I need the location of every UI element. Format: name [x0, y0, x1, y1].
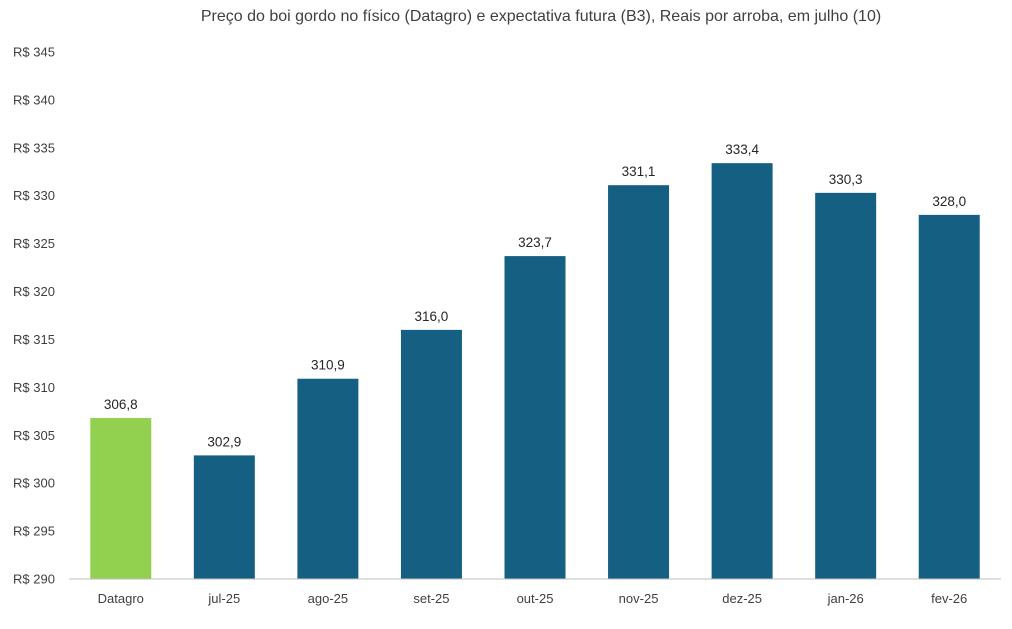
data-label: 323,7 [518, 235, 552, 250]
x-tick-label: set-25 [413, 591, 449, 606]
x-tick-label: dez-25 [722, 591, 762, 606]
y-tick-label: R$ 340 [13, 92, 55, 107]
data-label: 330,3 [829, 172, 863, 187]
bars [90, 163, 980, 580]
data-label: 316,0 [415, 309, 449, 324]
y-tick-label: R$ 325 [13, 236, 55, 251]
bar-dez-25 [711, 163, 773, 579]
y-tick-label: R$ 300 [13, 476, 55, 491]
y-axis: R$ 290 R$ 295 R$ 300 R$ 305 R$ 310 R$ 315 R$ 3… [13, 45, 55, 587]
data-label: 302,9 [207, 434, 241, 449]
bar-nov-25 [608, 185, 670, 580]
data-label: 306,8 [104, 397, 138, 412]
data-label: 310,9 [311, 358, 345, 373]
x-tick-label: ago-25 [308, 591, 348, 606]
y-tick-label: R$ 310 [13, 380, 55, 395]
bar-set-25 [400, 329, 462, 579]
bar-fev-26 [918, 214, 980, 579]
y-tick-label: R$ 330 [13, 188, 55, 203]
x-tick-label: Datagro [98, 591, 144, 606]
data-labels: 306,8 302,9 310,9 316,0 323,7 331,1 333,4 330,3… [104, 142, 966, 449]
bar-jan-26 [815, 192, 877, 579]
x-axis: Datagro jul-25 ago-25 set-25 out-25 nov-25 dez… [98, 591, 968, 606]
y-tick-label: R$ 335 [13, 140, 55, 155]
y-tick-label: R$ 295 [13, 524, 55, 539]
bar-jul-25 [193, 455, 255, 579]
x-tick-label: nov-25 [619, 591, 659, 606]
bar-datagro [90, 418, 152, 579]
bar-ago-25 [297, 378, 359, 579]
y-tick-label: R$ 290 [13, 572, 55, 587]
x-tick-label: jul-25 [207, 591, 240, 606]
y-tick-label: R$ 345 [13, 45, 55, 60]
x-tick-label: out-25 [517, 591, 554, 606]
y-tick-label: R$ 315 [13, 332, 55, 347]
x-tick-label: jan-26 [827, 591, 864, 606]
bar-out-25 [504, 256, 566, 579]
x-tick-label: fev-26 [931, 591, 967, 606]
chart-title: Preço do boi gordo no físico (Datagro) e… [201, 8, 881, 25]
data-label: 333,4 [725, 142, 759, 157]
data-label: 331,1 [622, 164, 656, 179]
y-tick-label: R$ 320 [13, 284, 55, 299]
y-tick-label: R$ 305 [13, 428, 55, 443]
data-label: 328,0 [932, 194, 966, 209]
